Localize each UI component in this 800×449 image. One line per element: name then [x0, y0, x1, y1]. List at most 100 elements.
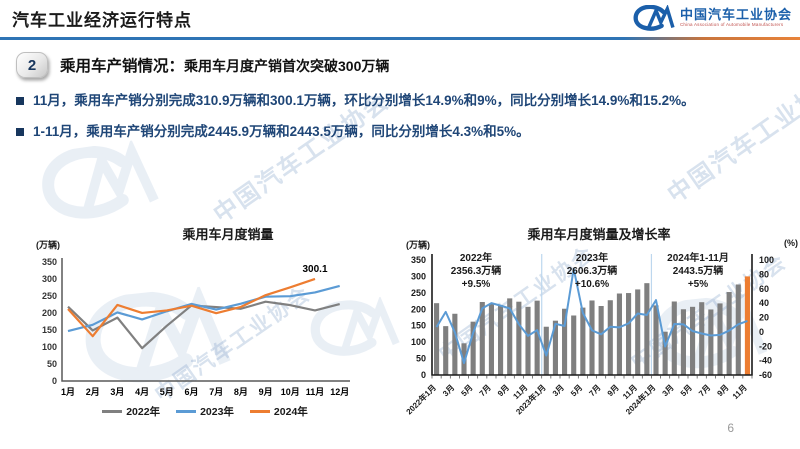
- left-y-tick-label: 100: [411, 337, 426, 347]
- x-tick-label: 9月: [259, 387, 273, 397]
- annotation-line: 2024年1-11月: [667, 253, 729, 264]
- axis-lines: [61, 258, 350, 382]
- right-y-tick-label: 80: [759, 269, 769, 279]
- sales-bar: [479, 301, 485, 375]
- right-y-tick-label: 20: [759, 313, 769, 323]
- org-logo: 中国汽车工业协会 China Association of Automobile…: [631, 5, 792, 31]
- left-y-tick-label: 150: [411, 321, 426, 331]
- x-tick-label: 4月: [135, 387, 149, 397]
- bullet-text: 1-11月，乘用车产销分别完成2445.9万辆和2443.5万辆，同比分别增长4…: [33, 124, 530, 140]
- list-item: 11月，乘用车产销分别完成310.9万辆和300.1万辆，环比分别增长14.9%…: [16, 90, 788, 112]
- y-axis-unit-label: (万辆): [36, 240, 60, 250]
- annotation-line: 2606.3万辆: [566, 266, 618, 278]
- y-tick-label: 50: [47, 359, 57, 369]
- sales-bar: [507, 298, 513, 375]
- x-tick-label: 1月: [61, 387, 75, 397]
- right-axis-unit-label: (%): [784, 238, 798, 248]
- y-tick-label: 200: [42, 308, 57, 318]
- y-tick-label: 0: [52, 376, 57, 386]
- annotation-line: 2023年: [575, 253, 609, 264]
- legend-item: 2023年: [176, 404, 234, 419]
- x-tick-label: 9月: [606, 383, 621, 398]
- sales-bar: [671, 301, 677, 375]
- legend-label: 2022年: [126, 406, 161, 418]
- list-item: 1-11月，乘用车产销分别完成2445.9万辆和2443.5万辆，同比分别增长4…: [16, 121, 788, 143]
- bullet-square-icon: [16, 97, 24, 105]
- sales-bar: [616, 293, 622, 375]
- legend-swatch: [102, 410, 123, 413]
- x-tick-label: 11月: [306, 387, 325, 397]
- monthly-sales-line-chart: 乘用车月度销量 (万辆) 0 50 100 150 200 250 300 350 1月 2月 3月…: [30, 224, 380, 429]
- legend-swatch: [176, 410, 197, 413]
- legend-label: 2023年: [200, 406, 234, 418]
- bullet-text: 11月，乘用车产销分别完成310.9万辆和300.1万辆，环比分别增长14.9%…: [33, 93, 695, 108]
- right-y-tick-label: 0: [759, 327, 764, 337]
- x-tick-label: 10月: [281, 387, 300, 397]
- sales-bar: [690, 306, 696, 375]
- right-y-tick-label: -20: [759, 341, 772, 351]
- section-subheading: 乘用车月度产销首次突破300万辆: [184, 58, 390, 74]
- left-y-tick-label: 300: [411, 271, 426, 281]
- left-y-tick-label: 350: [411, 255, 426, 265]
- sales-bar: [498, 305, 504, 375]
- line-chart-canvas: 0 50 100 150 200 250 300 350 1月 2月 3月 4月 5月 6月 7月 8月 9月 1…: [42, 257, 350, 397]
- section-title: 乘用车产销情况：乘用车月度产销首次突破300万辆: [60, 54, 389, 76]
- series-line-2024年: [67, 277, 316, 338]
- section-heading: 乘用车产销情况：: [60, 58, 185, 75]
- x-tick-label: 3月: [441, 383, 456, 398]
- bullet-square-icon: [16, 128, 24, 137]
- sales-bar: [470, 321, 476, 375]
- section-header: 2 乘用车产销情况：乘用车月度产销首次突破300万辆: [16, 52, 389, 78]
- left-y-tick-label: 0: [421, 370, 426, 380]
- sales-bar: [488, 303, 494, 375]
- annotation-2023-total: 2023年 2606.3万辆 +10.6%: [542, 252, 642, 292]
- x-tick-label: 3月: [661, 383, 676, 398]
- sales-bar: [735, 284, 741, 375]
- x-tick-label: 5月: [459, 383, 474, 398]
- x-tick-label: 9月: [496, 383, 511, 398]
- legend-label: 2024年: [273, 406, 308, 418]
- x-tick-label: 11月: [731, 383, 749, 401]
- sales-bar: [644, 283, 650, 375]
- annotation-2022-total: 2022年 2356.3万辆 +9.5%: [426, 252, 526, 292]
- x-tick-label: 3月: [551, 383, 566, 398]
- sales-bar: [452, 313, 458, 375]
- left-y-tick-label: 50: [416, 354, 426, 364]
- sales-bar: [653, 305, 659, 375]
- x-tick-label: 8月: [234, 387, 248, 397]
- sales-bar: [708, 309, 714, 375]
- annotation-line: 2443.5万辆: [672, 266, 724, 278]
- annotation-line: +10.6%: [574, 279, 610, 291]
- cm-logo-icon: [631, 5, 675, 31]
- sales-bar: [607, 300, 613, 375]
- sales-bar: [598, 306, 604, 375]
- x-tick-label: 12月: [330, 387, 349, 397]
- chart-title: 乘用车月度销量及增长率: [527, 227, 671, 242]
- sales-bar: [726, 292, 732, 375]
- org-name-cn: 中国汽车工业协会: [679, 7, 792, 23]
- x-tick-label: 9月: [715, 383, 730, 398]
- x-tick-label: 7月: [697, 383, 712, 398]
- header-divider: [0, 37, 800, 40]
- y-tick-label: 250: [42, 291, 57, 301]
- x-tick-label: 7月: [209, 387, 223, 397]
- annotation-2024-total: 2024年1-11月 2443.5万辆 +5%: [636, 252, 760, 292]
- annotation-line: +9.5%: [461, 279, 491, 291]
- point-value-label: 300.1: [302, 264, 327, 275]
- org-name-en: China Association of Automobile Manufact…: [679, 21, 784, 27]
- sales-bar: [562, 308, 568, 375]
- right-y-tick-label: 100: [759, 255, 774, 265]
- sales-bar: [534, 300, 540, 375]
- x-tick-label: 2022年1月: [404, 382, 438, 416]
- sales-bar: [717, 303, 723, 375]
- y-tick-label: 350: [42, 257, 57, 267]
- page-title: 汽车工业经济运行特点: [12, 11, 192, 30]
- right-y-tick-label: 40: [759, 298, 769, 308]
- sales-bar: [680, 309, 686, 375]
- legend-swatch: [249, 410, 270, 413]
- sales-bar: [626, 293, 632, 375]
- sales-bar: [443, 326, 449, 375]
- x-tick-label: 5月: [679, 383, 694, 398]
- right-y-tick-label: 60: [759, 284, 769, 294]
